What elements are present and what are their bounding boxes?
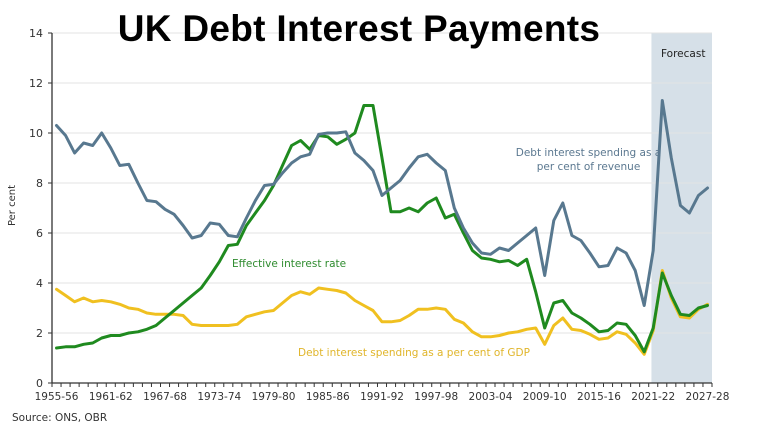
series-lines <box>55 99 709 356</box>
y-tick-label: 12 <box>29 77 43 90</box>
x-tick-label: 2027-28 <box>686 391 730 403</box>
y-tick-label: 14 <box>29 27 43 40</box>
series-line-0 <box>55 99 709 307</box>
x-tick-label: 2009-10 <box>523 391 567 403</box>
x-tick-label: 1979-80 <box>252 391 296 403</box>
annotation-gdp: Debt interest spending as a per cent of … <box>298 347 530 359</box>
y-tick-label: 10 <box>29 127 43 140</box>
y-tick-label: 0 <box>36 377 43 390</box>
y-axis-label: Per cent <box>7 184 19 227</box>
axes: 0 2 4 6 8 10 12 14 1955-56 1961-62 1967-68 1973-74 1… <box>29 27 729 403</box>
source-note: Source: ONS, OBR <box>12 412 108 424</box>
annotation-revenue-line2: per cent of revenue <box>536 161 641 173</box>
series-line-2 <box>55 269 709 356</box>
y-tick-label: 2 <box>36 327 43 340</box>
y-tick-label: 8 <box>36 177 43 190</box>
x-tick-label: 1961-62 <box>89 391 133 403</box>
forecast-label: Forecast <box>661 48 706 60</box>
x-tick-label: 1973-74 <box>197 391 241 403</box>
y-tick-label: 6 <box>36 227 43 240</box>
x-tick-label: 1955-56 <box>35 391 79 403</box>
x-tick-label: 1985-86 <box>306 391 350 403</box>
x-tick-label: 1997-98 <box>414 391 458 403</box>
chart-title: UK Debt Interest Payments <box>117 8 601 49</box>
y-tick-label: 4 <box>36 277 43 290</box>
annotation-revenue-line1: Debt interest spending as a <box>515 147 662 159</box>
x-tick-label: 2003-04 <box>469 391 513 403</box>
x-tick-label: 1991-92 <box>360 391 404 403</box>
annotation-revenue: Debt interest spending as a per cent of … <box>496 146 681 174</box>
annotation-effective-rate: Effective interest rate <box>232 258 347 270</box>
series-line-1 <box>55 104 709 354</box>
x-tick-label: 2021-22 <box>631 391 675 403</box>
gridlines <box>52 32 712 334</box>
x-tick-label: 1967-68 <box>143 391 187 403</box>
x-tick-label: 2015-16 <box>577 391 621 403</box>
